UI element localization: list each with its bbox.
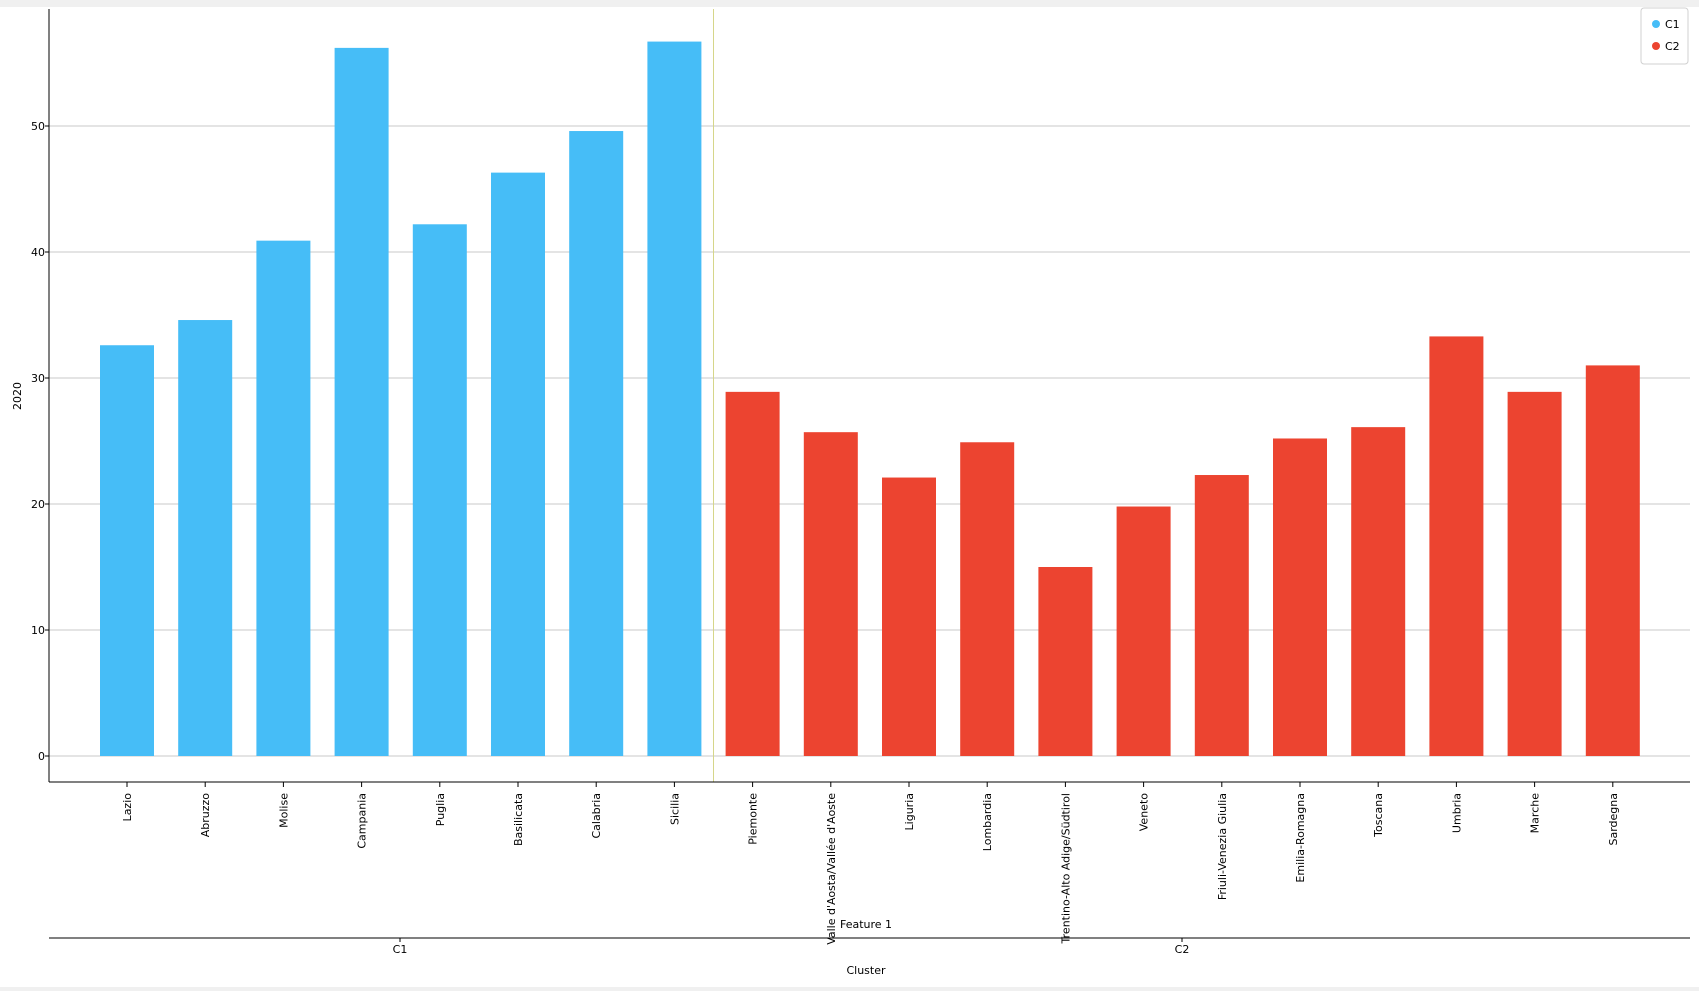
x-tick-label: Calabria: [590, 793, 603, 839]
plot-frame: 0 10 20 30 40 50 Lazio Abruzzo Molise Campania Pu…: [0, 7, 1699, 987]
cluster-tick-label: C1: [393, 943, 408, 956]
bar: [1038, 567, 1093, 756]
x-tick-label: Sicilia: [668, 793, 681, 825]
bar: [491, 172, 545, 756]
gridlines: [49, 125, 1690, 757]
x-tick-label: Toscana: [1372, 793, 1385, 838]
bar: [1585, 365, 1640, 756]
x-tick-label: Marche: [1529, 793, 1542, 834]
y-tick-label: 30: [31, 372, 45, 385]
x-tick-label: Trentino-Alto Adige/Südtirol: [1059, 793, 1072, 944]
bar: [412, 224, 467, 756]
legend-label: C2: [1665, 40, 1680, 53]
bar: [1429, 336, 1484, 756]
x-tick-label: Liguria: [903, 793, 916, 830]
bar: [960, 442, 1015, 756]
x-tick-label: Piemonte: [747, 793, 760, 845]
bar-chart: 0 10 20 30 40 50 Lazio Abruzzo Molise Campania Pu…: [11, 7, 1690, 977]
bar: [647, 41, 702, 756]
bar: [882, 477, 936, 756]
bar: [1116, 506, 1171, 756]
x-tick-labels: Lazio Abruzzo Molise Campania Puglia Basilica…: [121, 782, 1620, 945]
x-tick-label: Sardegna: [1607, 793, 1620, 846]
legend-marker: [1652, 42, 1660, 50]
x-tick-label: Veneto: [1138, 793, 1151, 831]
legend-marker: [1652, 20, 1660, 28]
bar: [334, 47, 389, 756]
legend-box: [1640, 7, 1689, 65]
cluster-tick-label: C2: [1175, 943, 1190, 956]
cluster-axis-title: Cluster: [846, 964, 886, 977]
x-tick-label: Emilia-Romagna: [1294, 793, 1307, 883]
bar: [569, 131, 624, 756]
legend-label: C1: [1665, 18, 1680, 31]
bar: [100, 345, 154, 756]
bar: [1194, 475, 1249, 756]
bar: [1273, 438, 1327, 756]
x-tick-label: Molise: [277, 793, 290, 828]
bar: [1507, 391, 1562, 756]
bar: [803, 432, 858, 756]
x-tick-label: Friuli-Venezia Giulia: [1216, 793, 1229, 900]
bar: [1351, 427, 1406, 756]
x-tick-label: Campania: [356, 793, 369, 849]
bar: [256, 240, 311, 756]
bars: [100, 9, 1640, 782]
y-tick-label: 0: [38, 750, 45, 763]
y-tick-label: 20: [31, 498, 45, 511]
cluster-axis: C1 C2: [49, 937, 1690, 956]
x-tick-label: Umbria: [1450, 793, 1463, 833]
axes: [45, 9, 1690, 783]
x-tick-label: Valle d'Aosta/Vallée d'Aoste: [825, 793, 838, 945]
y-tick-labels: 0 10 20 30 40 50: [31, 120, 45, 763]
x-tick-label: Lombardia: [981, 793, 994, 851]
x-tick-label: Abruzzo: [199, 793, 212, 838]
x-tick-label: Puglia: [434, 793, 447, 826]
y-tick-label: 50: [31, 120, 45, 133]
x-tick-label: Lazio: [121, 793, 134, 822]
y-axis-title: 2020: [11, 382, 24, 410]
x-axis-title: Feature 1: [840, 918, 892, 931]
y-tick-label: 40: [31, 246, 45, 259]
bar: [725, 391, 780, 756]
bar: [178, 320, 233, 756]
y-tick-label: 10: [31, 624, 45, 637]
legend: C1 C2: [1640, 7, 1689, 65]
x-tick-label: Basilicata: [512, 793, 525, 846]
